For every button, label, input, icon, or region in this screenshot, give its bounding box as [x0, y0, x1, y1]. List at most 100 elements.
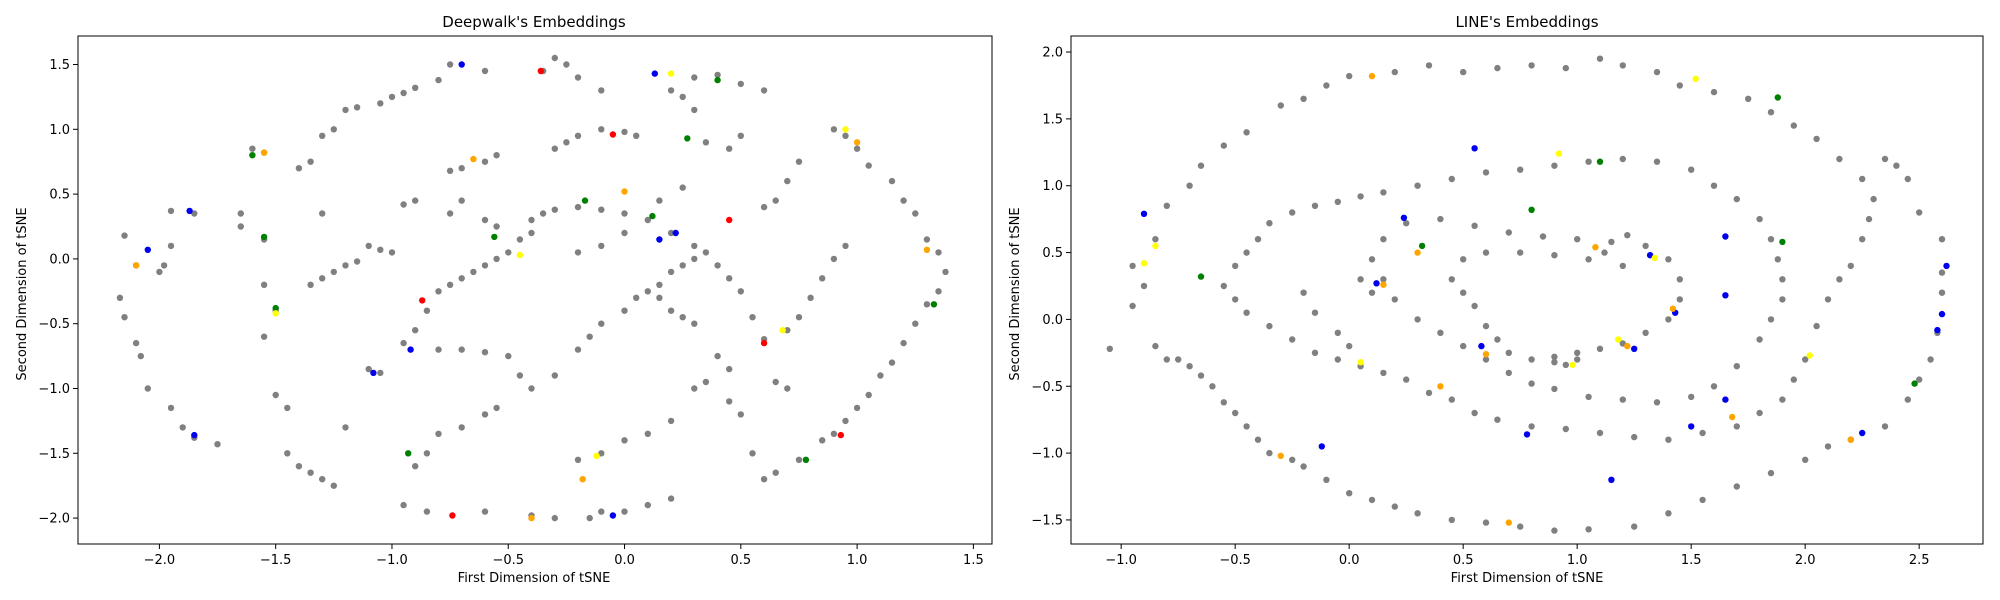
- deepwalk-y-tick-label: −2.0: [38, 512, 70, 527]
- line-gray-point: [1266, 322, 1273, 330]
- deepwalk-blue-point: [186, 207, 193, 215]
- line-gray-point: [1391, 503, 1399, 510]
- deepwalk-gray-point: [726, 365, 733, 373]
- deepwalk-gray-point: [388, 249, 396, 256]
- line-gray-point: [1482, 169, 1490, 176]
- line-blue-point: [1140, 210, 1148, 217]
- deepwalk-x-tick-label: −1.0: [376, 553, 408, 568]
- deepwalk-gray-point: [353, 258, 361, 265]
- line-gray-point: [1539, 233, 1547, 240]
- line-gray-point: [1323, 476, 1330, 483]
- line-gray-point: [1836, 276, 1843, 283]
- line-gray-point: [1756, 215, 1763, 223]
- line-gray-point: [1368, 496, 1376, 504]
- line-gray-point: [1653, 68, 1661, 76]
- line-gray-point: [1380, 189, 1387, 196]
- deepwalk-gray-point: [586, 333, 593, 340]
- line-gray-point: [1528, 356, 1535, 363]
- line-chart-title: LINE's Embeddings: [1455, 13, 1598, 31]
- deepwalk-gray-point: [737, 411, 744, 418]
- line-gray-point: [1482, 322, 1490, 330]
- deepwalk-gray-point: [481, 67, 489, 75]
- deepwalk-orange-point: [470, 155, 477, 163]
- deepwalk-red-point: [760, 339, 768, 347]
- deepwalk-gray-point: [691, 255, 698, 263]
- line-gray-point: [1186, 363, 1193, 370]
- deepwalk-gray-point: [121, 314, 128, 321]
- line-gray-point: [1391, 68, 1399, 76]
- line-gray-point: [1733, 195, 1741, 203]
- line-orange-point: [1437, 383, 1444, 390]
- line-gray-point: [1802, 356, 1809, 363]
- deepwalk-gray-point: [528, 216, 535, 224]
- deepwalk-blue-point: [609, 512, 617, 519]
- deepwalk-gray-point: [667, 87, 675, 94]
- deepwalk-gray-point: [435, 288, 442, 295]
- line-gray-point: [1129, 302, 1136, 310]
- line-gray-point: [1574, 356, 1581, 363]
- deepwalk-gray-point: [377, 246, 384, 253]
- deepwalk-gray-point: [400, 89, 407, 97]
- deepwalk-gray-point: [574, 132, 582, 139]
- line-gray-point: [1505, 229, 1513, 236]
- deepwalk-gray-point: [853, 145, 861, 152]
- line-green-point: [1774, 94, 1782, 101]
- line-gray-point: [1699, 496, 1706, 504]
- deepwalk-gray-point: [621, 210, 628, 217]
- deepwalk-gray-point: [819, 275, 826, 282]
- deepwalk-gray-point: [365, 242, 372, 250]
- deepwalk-gray-point: [144, 385, 151, 392]
- deepwalk-gray-point: [772, 469, 779, 476]
- deepwalk-gray-point: [667, 268, 675, 276]
- deepwalk-yellow-point: [516, 251, 524, 259]
- deepwalk-gray-point: [760, 476, 768, 483]
- deepwalk-gray-point: [784, 327, 791, 334]
- line-gray-point: [1437, 329, 1444, 336]
- line-yellow-point: [1357, 359, 1364, 366]
- deepwalk-gray-point: [446, 210, 454, 217]
- deepwalk-green-point: [260, 233, 268, 241]
- deepwalk-gray-point: [330, 482, 337, 489]
- deepwalk-gray-point: [516, 236, 524, 243]
- deepwalk-x-tick-label: 1.5: [963, 553, 984, 568]
- deepwalk-gray-point: [714, 352, 721, 360]
- deepwalk-gray-point: [900, 197, 907, 204]
- deepwalk-green-point: [714, 76, 721, 84]
- deepwalk-gray-point: [888, 177, 896, 185]
- deepwalk-gray-point: [377, 100, 384, 107]
- deepwalk-orange-point: [923, 246, 931, 253]
- line-gray-point: [1129, 262, 1136, 270]
- line-gray-point: [1893, 162, 1900, 169]
- deepwalk-gray-point: [830, 430, 838, 437]
- line-orange-point: [1368, 72, 1376, 80]
- line-gray-point: [1551, 353, 1558, 360]
- line-orange-point: [1277, 452, 1285, 459]
- deepwalk-y-tick-label: −1.5: [38, 447, 70, 462]
- deepwalk-gray-point: [656, 294, 663, 301]
- deepwalk-gray-point: [772, 197, 779, 204]
- deepwalk-gray-point: [691, 320, 698, 327]
- deepwalk-gray-point: [330, 268, 337, 276]
- deepwalk-yellow-point: [779, 327, 786, 334]
- line-gray-point: [1152, 236, 1159, 243]
- line-gray-point: [1859, 236, 1866, 243]
- line-gray-point: [1494, 416, 1501, 423]
- line-gray-point: [1824, 296, 1832, 303]
- line-gray-point: [1938, 269, 1946, 276]
- deepwalk-gray-point: [319, 132, 326, 139]
- line-green-point: [1528, 206, 1535, 213]
- line-blue-point: [1471, 145, 1478, 152]
- line-gray-point: [1266, 220, 1273, 227]
- deepwalk-yellow-point: [842, 126, 849, 133]
- line-plot-area: [1106, 55, 1950, 534]
- line-gray-point: [1756, 409, 1763, 417]
- deepwalk-gray-point: [167, 242, 175, 250]
- line-gray-point: [1254, 236, 1262, 243]
- line-gray-point: [1802, 456, 1809, 463]
- line-gray-point: [1209, 383, 1216, 390]
- deepwalk-gray-point: [284, 450, 291, 457]
- line-gray-point: [1368, 289, 1376, 296]
- line-gray-point: [1733, 423, 1741, 430]
- line-gray-point: [1528, 62, 1535, 69]
- deepwalk-gray-point: [423, 508, 431, 515]
